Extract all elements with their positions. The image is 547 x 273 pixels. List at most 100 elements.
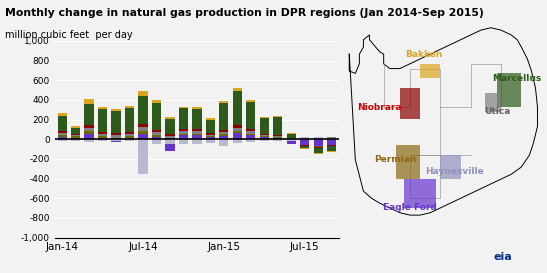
Bar	[152, 129, 161, 132]
Bar	[57, 133, 67, 135]
Bar	[138, 96, 148, 124]
Text: Niobrara: Niobrara	[357, 103, 402, 111]
Bar	[125, 132, 134, 134]
Bar	[206, 137, 215, 139]
Bar	[300, 137, 310, 139]
Bar	[112, 139, 121, 141]
Bar	[233, 91, 242, 125]
Bar	[179, 129, 188, 131]
Bar	[179, 131, 188, 133]
Bar	[327, 138, 336, 139]
Bar	[233, 128, 242, 131]
Bar	[287, 138, 296, 139]
Polygon shape	[485, 93, 501, 112]
Bar	[152, 135, 161, 137]
Bar	[313, 137, 323, 139]
Bar	[193, 129, 201, 131]
Bar	[193, 135, 201, 139]
Bar	[84, 99, 94, 104]
Bar	[287, 133, 296, 134]
Bar	[327, 137, 336, 138]
Bar	[71, 126, 80, 128]
Bar	[246, 100, 255, 102]
Bar	[273, 136, 282, 137]
Bar	[219, 130, 229, 132]
Text: Monthly change in natural gas production in DPR regions (Jan 2014-Sep 2015): Monthly change in natural gas production…	[5, 8, 484, 18]
Bar	[98, 138, 107, 139]
Bar	[98, 136, 107, 138]
Bar	[273, 117, 282, 135]
Bar	[206, 120, 215, 133]
Bar	[233, 139, 242, 143]
Bar	[193, 139, 201, 144]
Text: million cubic feet  per day: million cubic feet per day	[5, 30, 133, 40]
Bar	[287, 134, 296, 138]
Bar	[57, 113, 67, 116]
Bar	[260, 117, 269, 118]
Bar	[206, 133, 215, 135]
Bar	[84, 104, 94, 126]
Bar	[233, 131, 242, 133]
Bar	[84, 126, 94, 128]
Bar	[112, 135, 121, 138]
Bar	[193, 109, 201, 129]
Bar	[138, 127, 148, 130]
Bar	[112, 133, 121, 135]
Bar	[125, 139, 134, 141]
Bar	[84, 131, 94, 134]
Bar	[233, 88, 242, 91]
Bar	[152, 103, 161, 129]
Bar	[219, 136, 229, 139]
Bar	[313, 139, 323, 146]
Bar	[84, 139, 94, 142]
Bar	[260, 135, 269, 136]
Bar	[219, 139, 229, 146]
Bar	[327, 146, 336, 151]
Bar	[206, 136, 215, 137]
Text: Bakken: Bakken	[405, 50, 443, 59]
Bar	[57, 137, 67, 139]
Bar	[327, 151, 336, 152]
Bar	[206, 118, 215, 120]
Bar	[219, 103, 229, 130]
Bar	[165, 117, 174, 119]
Bar	[71, 139, 80, 141]
Bar	[179, 108, 188, 129]
Bar	[84, 134, 94, 139]
Bar	[193, 131, 201, 133]
Bar	[57, 116, 67, 131]
Bar	[287, 141, 296, 144]
Bar	[98, 134, 107, 136]
Polygon shape	[440, 155, 461, 179]
Bar	[219, 132, 229, 134]
Bar	[260, 134, 269, 135]
Bar	[246, 130, 255, 133]
Bar	[152, 137, 161, 139]
Bar	[300, 139, 310, 145]
Text: Utica: Utica	[484, 107, 510, 116]
Bar	[260, 136, 269, 137]
Bar	[112, 141, 121, 142]
Text: eia: eia	[494, 252, 513, 262]
Bar	[219, 101, 229, 103]
Bar	[165, 144, 174, 151]
Bar	[313, 146, 323, 147]
Bar	[206, 135, 215, 136]
Bar	[260, 139, 269, 141]
Bar	[287, 139, 296, 141]
Bar	[125, 108, 134, 132]
Bar	[246, 102, 255, 129]
Bar	[57, 131, 67, 133]
Bar	[138, 130, 148, 134]
Polygon shape	[497, 73, 521, 107]
Bar	[165, 139, 174, 144]
Bar	[273, 137, 282, 138]
Bar	[313, 148, 323, 153]
Bar	[179, 106, 188, 108]
Bar	[179, 139, 188, 144]
Bar	[300, 145, 310, 146]
Bar	[246, 129, 255, 130]
Bar	[138, 134, 148, 139]
Bar	[273, 116, 282, 117]
Bar	[313, 147, 323, 148]
